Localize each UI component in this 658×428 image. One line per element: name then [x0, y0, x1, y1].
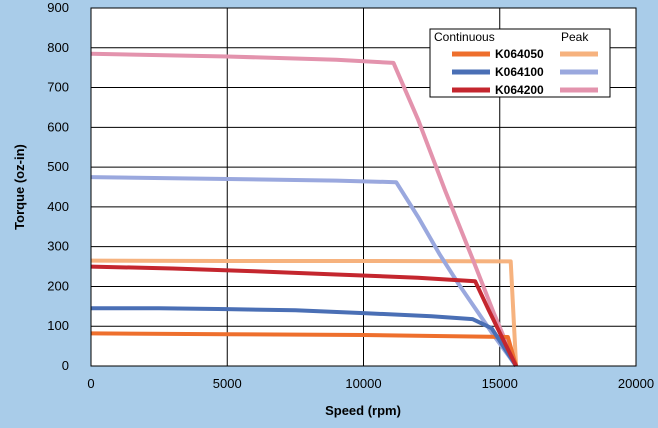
x-tick-labels: 0 5000 10000 15000 20000 — [87, 376, 654, 391]
series-line-k064200-peak — [90, 51, 518, 367]
y-axis-title: Torque (oz-in) — [12, 144, 27, 230]
y-tick-label: 700 — [47, 80, 69, 95]
legend-header-peak: Peak — [561, 30, 589, 44]
x-tick-label: 5000 — [213, 376, 242, 391]
y-tick-label: 200 — [47, 278, 69, 293]
y-tick-labels: 0 100 200 300 400 500 600 700 800 900 — [47, 0, 69, 373]
x-tick-label: 10000 — [345, 376, 381, 391]
legend-header-continuous: Continuous — [434, 30, 495, 44]
x-tick-label: 15000 — [482, 376, 518, 391]
legend: Continuous Peak K064050 K064100 K064200 — [429, 28, 611, 98]
y-tick-label: 800 — [47, 40, 69, 55]
series-line-k064100-continuous — [91, 306, 518, 368]
x-tick-label: 0 — [87, 376, 94, 391]
y-tick-label: 0 — [62, 358, 69, 373]
y-tick-label: 900 — [47, 0, 69, 15]
x-axis-title: Speed (rpm) — [325, 403, 401, 418]
series-line-k064050-peak — [90, 258, 519, 367]
y-tick-label: 400 — [47, 199, 69, 214]
series-line-k064050-continuous — [90, 331, 519, 367]
y-tick-label: 300 — [47, 239, 69, 254]
series-line-k064200-continuous — [90, 264, 518, 367]
plot-border — [90, 7, 637, 367]
legend-box — [429, 28, 611, 98]
y-tick-label: 500 — [47, 159, 69, 174]
y-tick-label: 100 — [47, 318, 69, 333]
legend-label-k064200: K064200 — [495, 83, 544, 97]
y-tick-label: 600 — [47, 119, 69, 134]
series-group — [90, 51, 519, 368]
legend-label-k064100: K064100 — [495, 65, 544, 79]
x-tick-label: 20000 — [618, 376, 654, 391]
legend-label-k064050: K064050 — [495, 47, 544, 61]
